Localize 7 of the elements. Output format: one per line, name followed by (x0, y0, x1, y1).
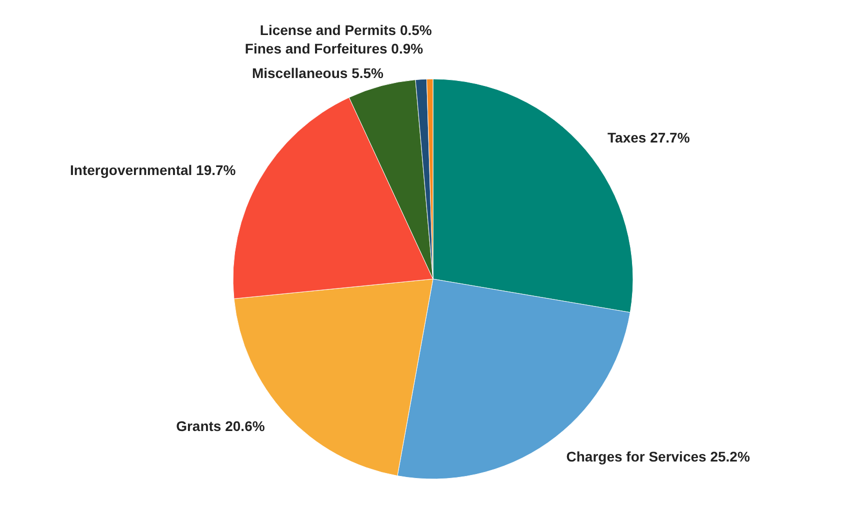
slice-label: Fines and Forfeitures 0.9% (244, 40, 424, 56)
slice-label: Intergovernmental 19.7% (70, 162, 236, 178)
slice-label: Grants 20.6% (176, 418, 266, 434)
slice-label: Charges for Services 25.2% (566, 448, 750, 464)
slice-label: Miscellaneous 5.5% (252, 65, 384, 82)
slice-label: License and Permits 0.5% (260, 22, 432, 38)
slice-label: Taxes 27.7% (608, 129, 690, 146)
